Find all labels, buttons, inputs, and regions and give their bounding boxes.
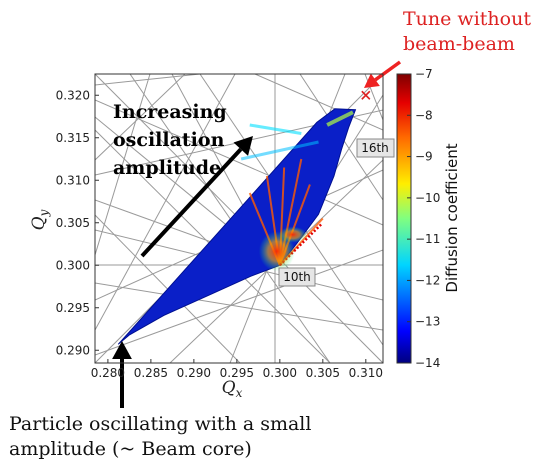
y-tick-label: 0.290 bbox=[56, 343, 90, 357]
plot-frame bbox=[94, 73, 384, 364]
tune-footprint bbox=[117, 108, 357, 345]
increasing-amplitude-arrow-shaft bbox=[140, 147, 243, 258]
x-axis-label: Qx bbox=[222, 378, 243, 400]
annotation-arrows bbox=[112, 60, 402, 408]
y-tick-label: 0.315 bbox=[56, 131, 90, 145]
svg-text:10th: 10th bbox=[283, 270, 311, 284]
colorbar-tick-label: −10 bbox=[415, 191, 440, 205]
x-tick-label: 0.310 bbox=[349, 366, 383, 380]
colorbar-label: Diffusion coefficient bbox=[443, 143, 461, 292]
annotation-increasing-amplitude: Increasing oscillation amplitude bbox=[113, 101, 233, 179]
diffusion-band bbox=[326, 110, 354, 127]
y-tick-label: 0.295 bbox=[56, 301, 90, 315]
tune-marker-stroke bbox=[361, 90, 371, 100]
colorbar-tick-label: −11 bbox=[415, 232, 440, 246]
tune-without-beambeam-marker bbox=[361, 90, 371, 100]
x-tick-label: 0.285 bbox=[134, 366, 168, 380]
small-amplitude-arrow-head bbox=[112, 341, 132, 359]
annotation-small-amplitude-particle: Particle oscillating with a small amplit… bbox=[9, 413, 318, 460]
colorbar-tick-label: −14 bbox=[415, 356, 440, 370]
x-axis-ticks: 0.280 0.285 0.290 0.295 0.300 0.305 0.310 bbox=[91, 359, 383, 380]
colorbar: −14 −13 −12 −11 −10 −9 −8 −7 Diffusion coeffici… bbox=[396, 67, 461, 370]
colorbar-ticks: −14 −13 −12 −11 −10 −9 −8 −7 bbox=[407, 67, 440, 370]
resonance-label-10th: 10th bbox=[278, 267, 316, 287]
diffusion-hotspot bbox=[278, 226, 307, 243]
colorbar-gradient bbox=[396, 73, 412, 364]
resonance-label-16th: 16th bbox=[356, 138, 395, 158]
x-tick-label: 0.305 bbox=[306, 366, 340, 380]
footprint-region bbox=[117, 108, 357, 345]
svg-text:16th: 16th bbox=[361, 141, 389, 155]
tune-arrow-head bbox=[364, 73, 380, 88]
diffusion-band bbox=[240, 140, 319, 161]
increasing-amplitude-arrow-head bbox=[233, 136, 253, 156]
x-tick-label: 0.300 bbox=[263, 366, 297, 380]
diffusion-band bbox=[249, 123, 302, 135]
colorbar-tick-label: −7 bbox=[415, 67, 433, 81]
y-tick-label: 0.300 bbox=[56, 258, 90, 272]
footprint-texture bbox=[240, 110, 354, 272]
x-tick-label: 0.290 bbox=[177, 366, 211, 380]
colorbar-tick-label: −9 bbox=[415, 150, 433, 164]
colorbar-tick-label: −12 bbox=[415, 273, 440, 287]
y-axis-label: Qy bbox=[29, 209, 51, 230]
y-axis-ticks: 0.290 0.295 0.300 0.305 0.310 0.315 0.320 bbox=[56, 88, 99, 357]
y-tick-label: 0.320 bbox=[56, 88, 90, 102]
x-tick-label: 0.280 bbox=[91, 366, 125, 380]
tune-arrow-shaft bbox=[374, 60, 402, 82]
annotation-tune-without-beambeam: Tune without beam-beam bbox=[403, 8, 537, 55]
colorbar-tick-label: −8 bbox=[415, 108, 433, 122]
colorbar-tick-label: −13 bbox=[415, 315, 440, 329]
y-tick-label: 0.305 bbox=[56, 216, 90, 230]
y-tick-label: 0.310 bbox=[56, 173, 90, 187]
x-tick-label: 0.295 bbox=[220, 366, 254, 380]
